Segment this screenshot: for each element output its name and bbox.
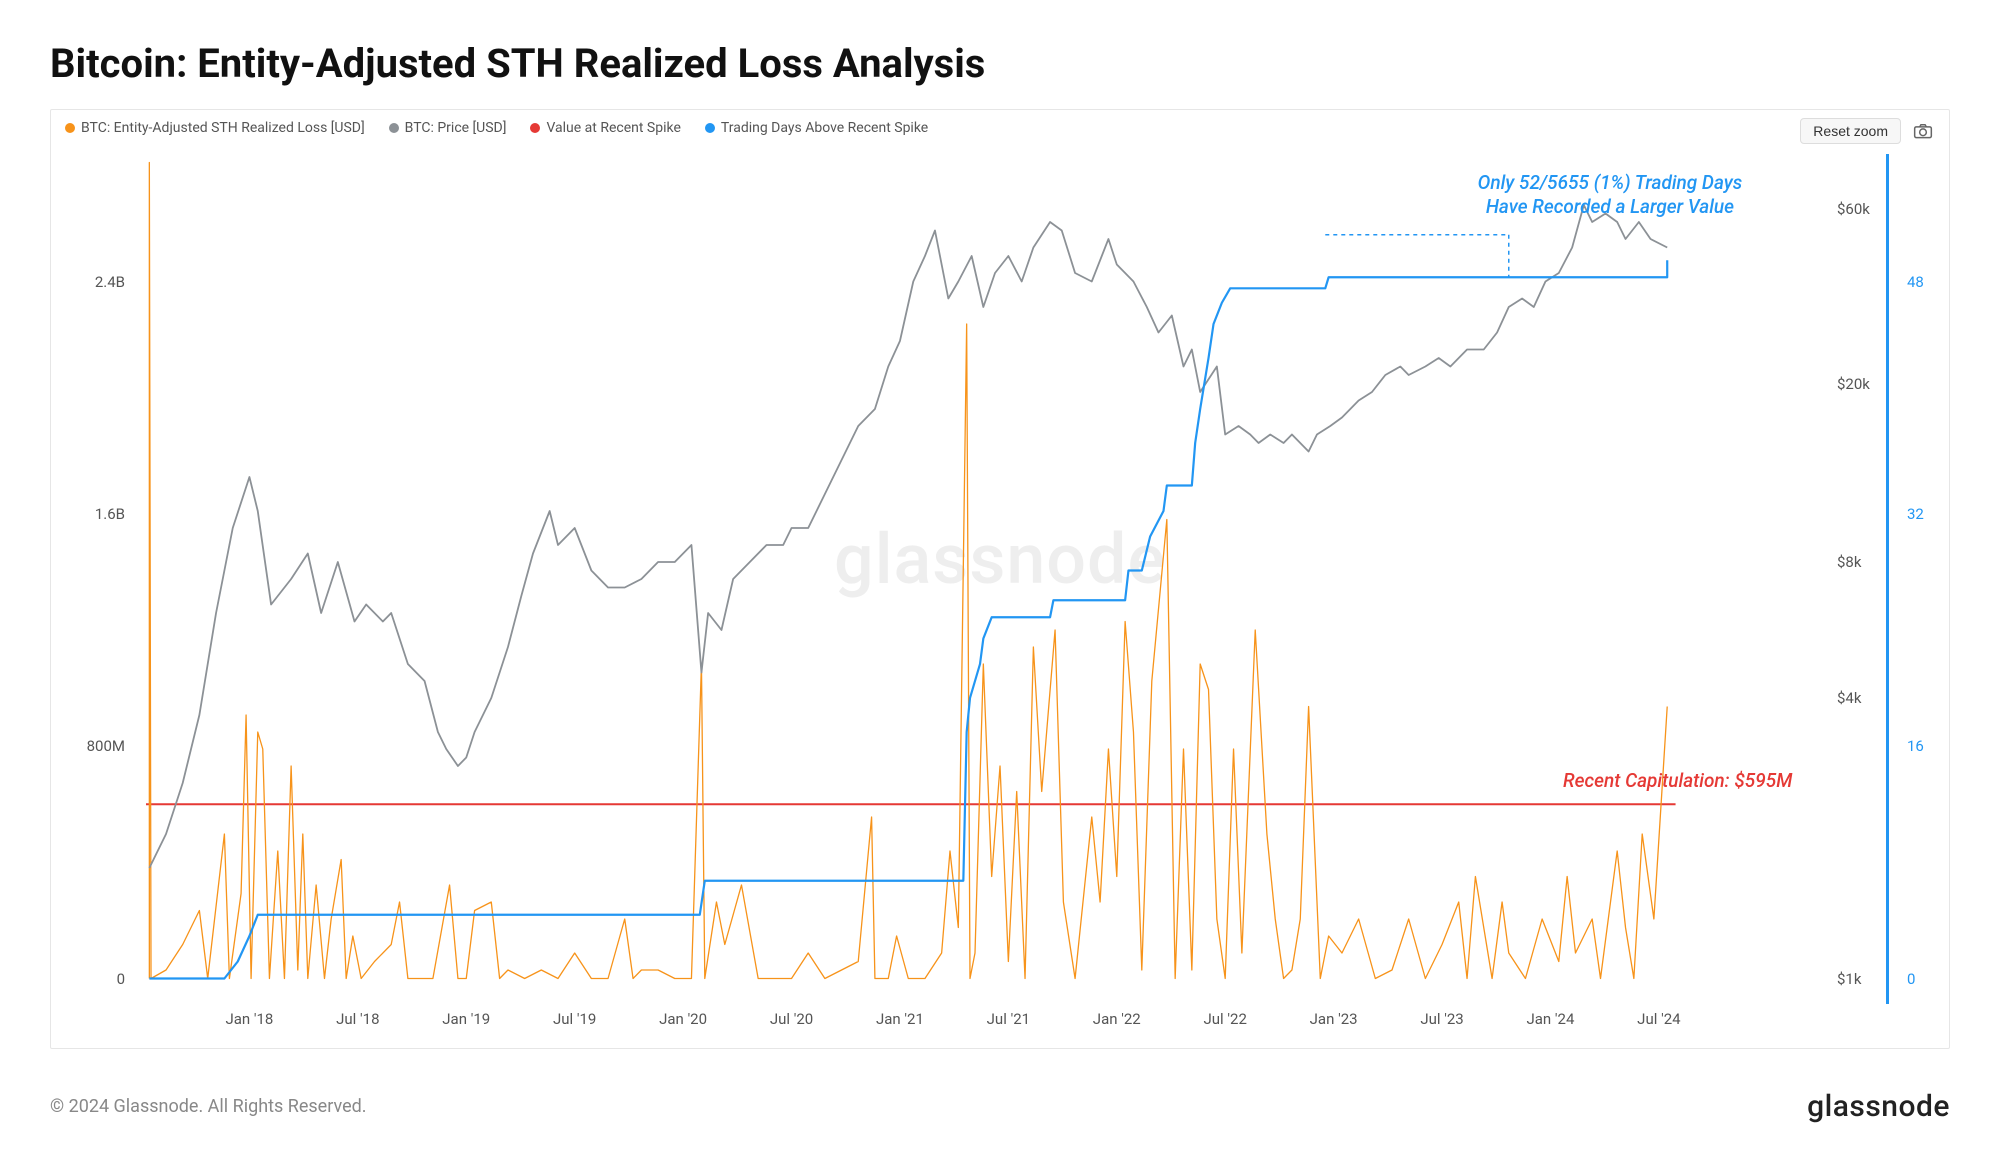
x-tick-label: Jan '21 xyxy=(876,1010,924,1028)
annotation-text: Have Recorded a Larger Value xyxy=(1478,195,1743,219)
x-tick-label: Jan '19 xyxy=(442,1010,490,1028)
annotation-red: Recent Capitulation: $595M xyxy=(1563,769,1792,792)
legend-label: Trading Days Above Recent Spike xyxy=(721,120,928,136)
legend-item-loss[interactable]: BTC: Entity-Adjusted STH Realized Loss [… xyxy=(65,120,365,136)
y-tick-label: $8k xyxy=(1837,553,1861,571)
y-right-inner-labels: $1k $4k $8k $20k $60k xyxy=(1829,154,1889,1004)
x-tick-label: Jan '23 xyxy=(1310,1010,1358,1028)
x-tick-label: Jul '23 xyxy=(1420,1010,1463,1028)
x-tick-label: Jul '18 xyxy=(336,1010,379,1028)
chart-toolbar: Reset zoom xyxy=(1800,118,1937,144)
annotation-text: Only 52/5655 (1%) Trading Days xyxy=(1478,171,1743,195)
x-tick-label: Jul '22 xyxy=(1203,1010,1246,1028)
x-tick-label: Jan '18 xyxy=(225,1010,273,1028)
y-right-outer-labels: 0 16 32 48 xyxy=(1893,154,1949,1004)
plot-svg xyxy=(141,154,1809,1004)
legend-label: BTC: Price [USD] xyxy=(405,120,507,136)
footer: © 2024 Glassnode. All Rights Reserved. g… xyxy=(50,1089,1950,1124)
x-tick-label: Jan '20 xyxy=(659,1010,707,1028)
x-tick-label: Jan '22 xyxy=(1093,1010,1141,1028)
legend-dot xyxy=(389,123,399,133)
chart-frame: BTC: Entity-Adjusted STH Realized Loss [… xyxy=(50,109,1950,1049)
y-tick-label: $20k xyxy=(1837,375,1870,393)
y-tick-label: 800M xyxy=(87,737,125,755)
x-tick-label: Jul '19 xyxy=(553,1010,596,1028)
x-tick-label: Jul '21 xyxy=(987,1010,1030,1028)
y-tick-label: 1.6B xyxy=(95,505,125,523)
copyright-text: © 2024 Glassnode. All Rights Reserved. xyxy=(50,1096,367,1117)
y-tick-label: 16 xyxy=(1907,737,1924,755)
legend-item-price[interactable]: BTC: Price [USD] xyxy=(389,120,507,136)
legend-dot xyxy=(65,123,75,133)
plot-area[interactable]: Only 52/5655 (1%) Trading Days Have Reco… xyxy=(141,154,1809,1004)
legend-dot xyxy=(530,123,540,133)
annotation-blue: Only 52/5655 (1%) Trading Days Have Reco… xyxy=(1478,171,1743,219)
legend-item-red[interactable]: Value at Recent Spike xyxy=(530,120,680,136)
x-labels: Jan '18 Jul '18 Jan '19 Jul '19 Jan '20 Jul '… xyxy=(141,1010,1809,1034)
y-tick-label: 0 xyxy=(1907,970,1915,988)
legend-label: Value at Recent Spike xyxy=(546,120,680,136)
y-tick-label: 48 xyxy=(1907,273,1924,291)
y-tick-label: 0 xyxy=(117,970,125,988)
page-title: Bitcoin: Entity-Adjusted STH Realized Lo… xyxy=(50,40,1950,87)
legend-item-blue[interactable]: Trading Days Above Recent Spike xyxy=(705,120,928,136)
x-tick-label: Jan '24 xyxy=(1526,1010,1574,1028)
x-tick-label: Jul '20 xyxy=(770,1010,813,1028)
y-tick-label: 2.4B xyxy=(95,273,125,291)
legend: BTC: Entity-Adjusted STH Realized Loss [… xyxy=(65,120,928,136)
x-tick-label: Jul '24 xyxy=(1637,1010,1680,1028)
legend-dot xyxy=(705,123,715,133)
y-tick-label: $60k xyxy=(1837,200,1870,218)
y-tick-label: $1k xyxy=(1837,970,1861,988)
y-tick-label: $4k xyxy=(1837,689,1861,707)
y-left-labels: 0 800M 1.6B 2.4B xyxy=(51,154,135,1004)
reset-zoom-button[interactable]: Reset zoom xyxy=(1800,118,1901,144)
legend-label: BTC: Entity-Adjusted STH Realized Loss [… xyxy=(81,120,365,136)
y-tick-label: 32 xyxy=(1907,505,1924,523)
brand-logo: glassnode xyxy=(1807,1089,1950,1124)
screenshot-icon[interactable] xyxy=(1909,118,1937,144)
